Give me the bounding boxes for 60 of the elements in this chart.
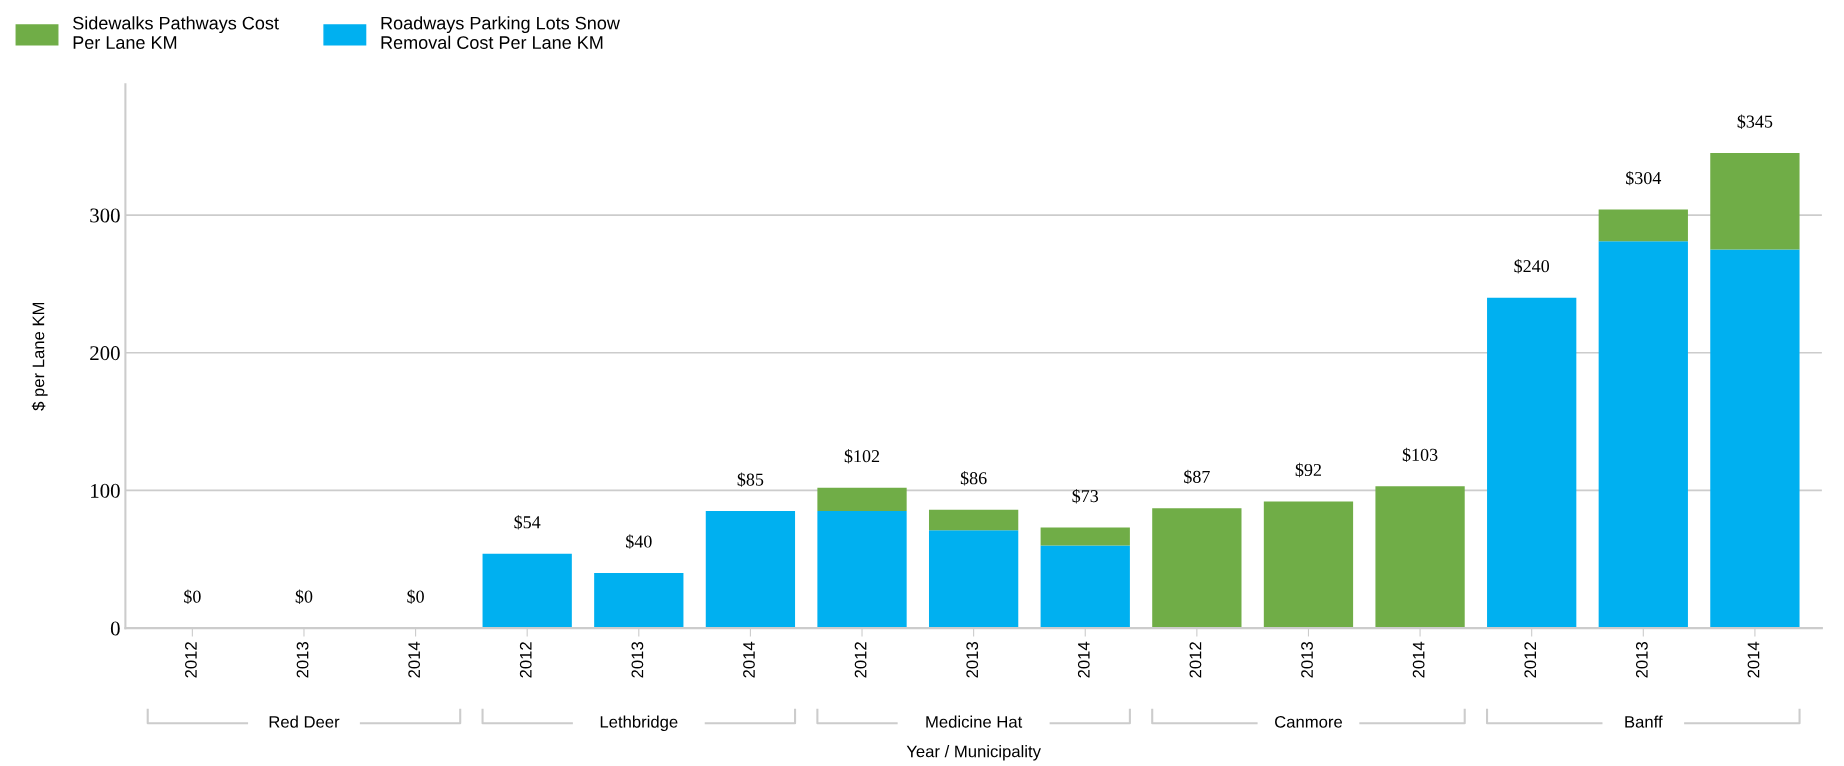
x-tick-label: 2012 — [854, 642, 867, 678]
bar — [1710, 249, 1800, 629]
total-label: $86 — [960, 471, 987, 486]
bar — [1040, 527, 1130, 546]
legend-label: Sidewalks Pathways Cost Per Lane KM — [73, 16, 279, 49]
y-tick-label: 200 — [90, 346, 120, 361]
bar — [1710, 153, 1800, 250]
x-tick-label: 2013 — [296, 642, 309, 678]
bar — [1598, 241, 1688, 629]
bar — [1375, 486, 1465, 629]
y-axis-title: $ per Lane KM — [31, 302, 48, 411]
total-label: $102 — [844, 449, 880, 464]
text: Canmore — [1275, 715, 1342, 728]
total-label: $92 — [1295, 462, 1322, 478]
total-label: $103 — [1402, 447, 1438, 463]
bar — [928, 530, 1019, 629]
x-axis-title: Year / Municipality — [906, 745, 1041, 761]
x-tick-label: 2014 — [1747, 641, 1760, 678]
total-label: $0 — [295, 589, 313, 604]
bar — [928, 509, 1019, 531]
bar — [705, 511, 796, 629]
total-label: $54 — [514, 515, 541, 530]
x-tick-label: 2013 — [966, 642, 979, 678]
x-tick-label: 2014 — [1412, 641, 1425, 678]
x-tick-label: 2013 — [631, 642, 644, 678]
bar — [1152, 508, 1242, 629]
x-tick-label: 2013 — [1301, 642, 1313, 678]
bar — [1487, 297, 1577, 629]
total-label: $87 — [1184, 469, 1210, 485]
total-label: $73 — [1072, 488, 1099, 504]
bar — [817, 487, 907, 512]
x-tick-label: 2012 — [1189, 642, 1202, 678]
text: Medicine Hat — [926, 715, 1023, 728]
total-label: $304 — [1626, 170, 1662, 186]
y-tick-label: 300 — [90, 208, 120, 223]
total-label: $240 — [1514, 259, 1550, 274]
bar — [1040, 545, 1130, 629]
x-tick-label: 2014 — [743, 641, 755, 678]
y-tick-label: 0 — [110, 621, 120, 636]
legend-label: Roadways Parking Lots Snow Removal Cost Per Lane KM — [381, 16, 620, 49]
bar — [817, 511, 907, 629]
x-tick-label: 2014 — [408, 641, 421, 678]
bar — [1598, 209, 1688, 242]
text: Red Deer — [269, 715, 340, 728]
bar — [482, 553, 572, 629]
x-tick-label: 2012 — [185, 642, 197, 678]
text: Lethbridge — [600, 715, 678, 732]
total-label: $0 — [407, 589, 424, 604]
text: Banff — [1625, 715, 1663, 728]
x-tick-label: 2012 — [519, 642, 532, 678]
bar — [594, 573, 684, 629]
y-tick-label: 100 — [91, 483, 120, 498]
x-tick-label: 2014 — [1077, 641, 1090, 678]
x-tick-label: 2013 — [1635, 642, 1648, 678]
bar — [1263, 501, 1354, 629]
total-label: $345 — [1737, 114, 1773, 129]
total-label: $0 — [184, 589, 201, 604]
x-tick-label: 2012 — [1524, 642, 1537, 678]
total-label: $85 — [737, 472, 764, 487]
total-label: $40 — [626, 534, 652, 549]
